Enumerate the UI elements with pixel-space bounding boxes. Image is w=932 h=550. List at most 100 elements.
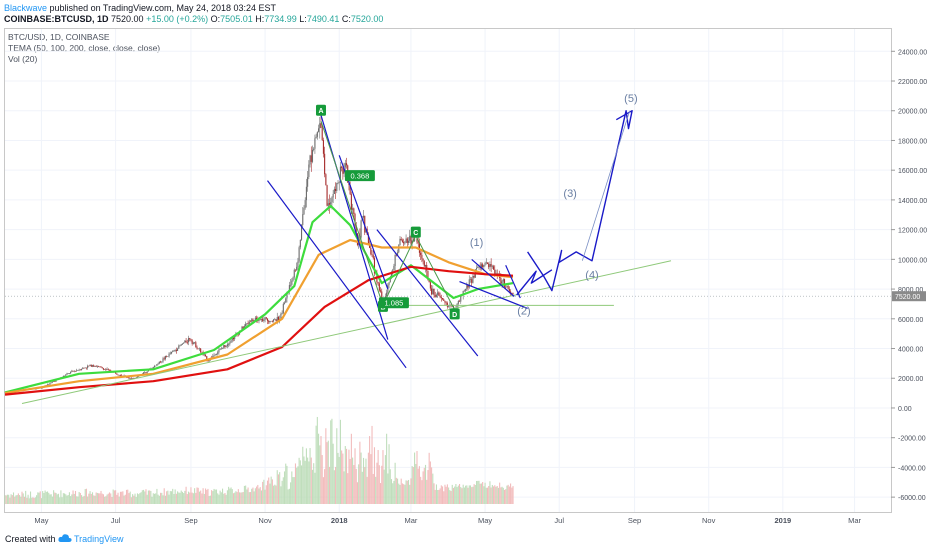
volume-bar [220, 492, 222, 504]
candle-body [264, 317, 266, 320]
volume-bar [202, 488, 204, 504]
volume-bar [254, 488, 256, 504]
candle-body [355, 225, 357, 234]
candle-body [118, 375, 120, 376]
volume-bar [85, 488, 87, 504]
volume-bar [271, 479, 273, 504]
price-tick-label: 6000.00 [898, 317, 923, 324]
candle-body [99, 366, 101, 368]
volume-bar [316, 416, 318, 504]
candle-body [207, 360, 209, 362]
candle-body [70, 371, 72, 374]
volume-bar [169, 491, 171, 504]
time-tick-label: Sep [184, 516, 197, 525]
price-tick-label: 12000.00 [898, 228, 927, 235]
candle-body [196, 347, 198, 349]
volume-bar [296, 467, 298, 504]
candle-body [276, 317, 278, 322]
candle-body [82, 367, 84, 370]
volume-bar [279, 472, 281, 504]
legend-tema[interactable]: TEMA (50, 100, 200, close, close, close) [8, 43, 161, 53]
candle-body [439, 295, 441, 298]
candle-body [398, 245, 400, 253]
volume-bar [505, 489, 507, 504]
volume-bar [186, 494, 188, 504]
volume-bar [200, 490, 202, 504]
candle-body [50, 382, 52, 384]
fib-label: 0.368 [350, 172, 369, 181]
author-link[interactable]: Blackwave [4, 3, 48, 13]
time-axis[interactable]: May Jul Sep Nov 2018 Mar May Jul Sep Nov 2019 Mar [34, 516, 861, 525]
volume-bar [231, 489, 233, 504]
volume-bar [462, 484, 464, 504]
candle-body [401, 240, 403, 242]
volume-bar [258, 488, 260, 504]
candle-body [495, 273, 497, 274]
candle-body [229, 342, 231, 345]
symbol: COINBASE:BTCUSD, 1D [4, 14, 109, 24]
volume-bar [230, 487, 232, 504]
candle-body [212, 355, 214, 359]
candle-body [473, 275, 475, 278]
volume-bar [376, 462, 378, 504]
fib-badge [344, 170, 375, 182]
candle-body [493, 266, 495, 270]
candle-body [133, 377, 135, 379]
candle-body [322, 140, 324, 154]
candle-body [127, 377, 129, 378]
publish-info: Blackwave published on TradingView.com, … [4, 3, 276, 14]
volume-bar [228, 486, 230, 504]
candle-body [256, 317, 258, 320]
volume-bar [390, 479, 393, 504]
volume-bar [471, 487, 473, 504]
volume-bar [177, 491, 179, 504]
volume-bar [209, 495, 211, 504]
candle-body [77, 370, 79, 371]
volume-bar [189, 492, 191, 504]
volume-bar [184, 490, 186, 504]
volume-bar [190, 487, 192, 504]
volume-bar [118, 496, 120, 504]
volume-bar [347, 473, 349, 504]
candle-body [311, 149, 314, 162]
tradingview-brand[interactable]: TradingView [74, 534, 124, 544]
candle-body [234, 335, 236, 340]
volume-bar [330, 420, 332, 504]
volume-bar [429, 461, 431, 504]
volume-bar [191, 492, 193, 504]
volume-bar [455, 484, 457, 504]
volume-bar [416, 451, 418, 504]
volume-bar [497, 487, 499, 504]
volume-bar [38, 492, 40, 504]
price-tick-label: 24000.00 [898, 49, 927, 56]
candle-body [300, 224, 303, 240]
candle-body [315, 136, 317, 139]
candle-body [192, 342, 194, 344]
volume-bar [117, 492, 119, 504]
volume-bar [248, 492, 250, 504]
candle-body [66, 373, 68, 375]
volume-bar [412, 467, 414, 504]
price-tick-label: -4000.00 [898, 465, 926, 472]
candle-body [403, 241, 405, 244]
volume-bar [449, 490, 451, 504]
volume-bar [482, 482, 484, 504]
candle-body [471, 279, 473, 283]
volume-bar [501, 486, 503, 504]
drawings[interactable] [21, 110, 672, 404]
wave-label: (2) [517, 305, 530, 317]
volume-bar [488, 485, 490, 504]
volume-bar [55, 492, 57, 504]
volume-bar [377, 450, 379, 504]
candle-body [49, 383, 51, 385]
candle-body [371, 254, 373, 256]
legend-vol[interactable]: Vol (20) [8, 54, 38, 64]
volume-bar [160, 492, 162, 504]
volume-bar [111, 497, 113, 504]
volume-bar [489, 481, 491, 504]
candle-body [162, 358, 164, 362]
candle-body [286, 293, 288, 299]
volume-bar [185, 486, 187, 504]
price-axis[interactable]: 24000.00 22000.00 20000.00 18000.00 16000.00… [891, 49, 927, 502]
